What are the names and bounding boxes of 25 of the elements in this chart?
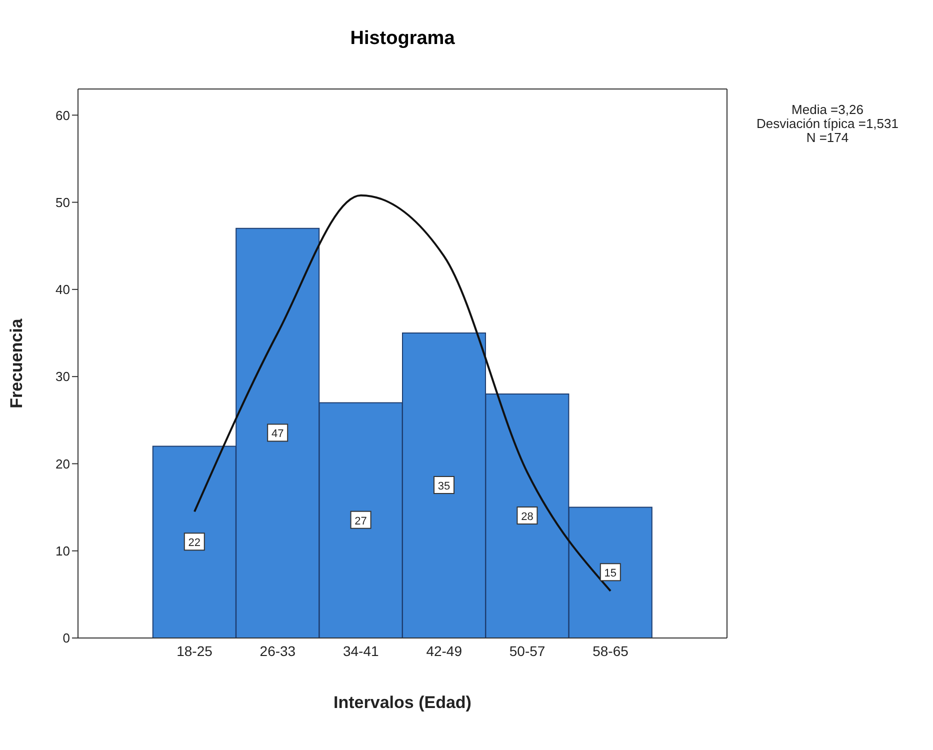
data-label: 35	[438, 480, 450, 492]
chart-title: Histograma	[349, 28, 456, 50]
y-tick-label: 50	[56, 194, 70, 210]
x-tick-label: 26-33	[260, 642, 296, 659]
y-tick-label: 60	[56, 108, 70, 123]
x-tick-label: 42-49	[426, 642, 462, 659]
x-tick-label: 50-57	[509, 642, 546, 659]
data-label: 27	[354, 515, 367, 528]
x-tick-label: 58-65	[592, 642, 629, 659]
data-label: 22	[188, 537, 201, 550]
data-label: 28	[521, 511, 534, 523]
y-tick-label: 10	[56, 543, 70, 558]
y-axis-title: Frecuencia	[7, 318, 26, 408]
data-label: 47	[271, 428, 284, 440]
y-tick-label: 40	[56, 282, 70, 298]
data-label: 15	[604, 568, 617, 580]
x-tick-label: 34-41	[342, 642, 380, 659]
y-tick-label: 30	[56, 369, 70, 384]
y-tick-label: 0	[62, 630, 70, 646]
text: Media =3,26	[790, 102, 864, 117]
text: Desviación típica =1,531	[755, 116, 900, 131]
text: N =174	[805, 130, 849, 145]
y-tick-label: 20	[56, 456, 70, 472]
x-axis-title: Intervalos (Edad)	[334, 693, 472, 712]
x-tick-label: 18-25	[176, 642, 213, 659]
